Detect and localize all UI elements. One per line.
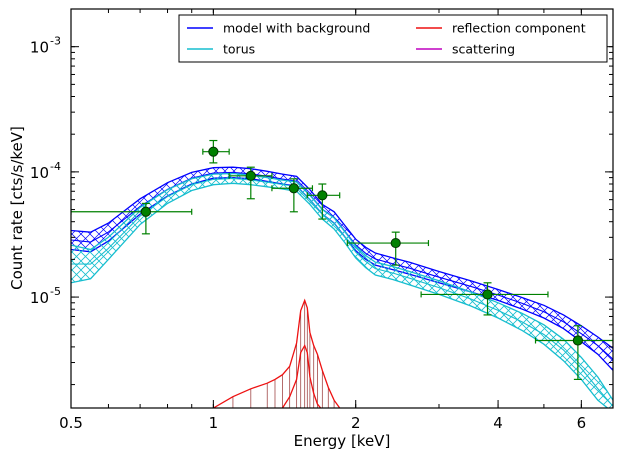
y-tick-exponent: -4 <box>50 160 61 173</box>
x-tick-label: 0.5 <box>59 414 83 432</box>
legend-label-reflection-component: reflection component <box>452 21 586 36</box>
data-marker <box>208 146 219 157</box>
y-tick-label: 10 <box>30 164 49 182</box>
x-tick-label: 4 <box>493 414 503 432</box>
tick-labels: 0.5 1 2 4 610-510-410-3 <box>30 35 586 432</box>
torus-mid-line <box>71 177 613 407</box>
x-tick-label: 6 <box>577 414 587 432</box>
x-axis-label: Energy [keV] <box>294 432 391 450</box>
y-tick-exponent: -3 <box>50 35 61 48</box>
legend-label-scattering: scattering <box>452 42 515 57</box>
data-marker <box>390 237 401 249</box>
data-point-3 <box>271 178 314 213</box>
y-tick-label: 10 <box>30 289 49 307</box>
data-marker <box>572 335 583 346</box>
data-point-0 <box>71 202 193 235</box>
legend-label-torus: torus <box>223 42 255 57</box>
torus-upper-line <box>71 172 613 401</box>
legend: model with background reflection componen… <box>178 14 608 63</box>
model-with-background-upper-line <box>71 166 613 349</box>
reflection-component-lower-line <box>281 343 322 408</box>
x-tick-label: 1 <box>209 414 219 432</box>
axis-ticks <box>70 8 614 408</box>
y-tick-exponent: -5 <box>50 285 61 298</box>
y-tick-label: 10 <box>30 39 49 57</box>
data-point-4 <box>306 183 341 220</box>
y-axis-label: Count rate [cts/s/keV] <box>8 126 26 290</box>
legend-frame <box>178 14 608 63</box>
data-marker <box>288 183 299 194</box>
plot-area <box>71 166 613 408</box>
legend-label-model-with-background: model with background <box>223 21 370 36</box>
plot-frame <box>70 8 614 409</box>
data-marker <box>317 190 328 201</box>
torus-lower-line <box>71 182 609 408</box>
data-point-5 <box>346 231 430 266</box>
data-point-7 <box>534 325 613 380</box>
data-points <box>71 139 613 380</box>
data-marker <box>140 206 151 217</box>
reflection-component-upper-line <box>213 298 341 408</box>
data-point-6 <box>420 282 549 316</box>
data-marker <box>482 289 493 300</box>
x-tick-label: 2 <box>351 414 361 432</box>
data-point-1 <box>202 139 230 164</box>
data-marker <box>245 170 256 181</box>
data-point-2 <box>228 166 273 200</box>
